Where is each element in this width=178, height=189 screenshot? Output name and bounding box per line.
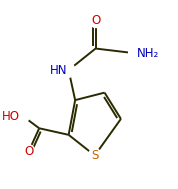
Text: HN: HN [49, 64, 67, 77]
Circle shape [89, 13, 102, 28]
Text: O: O [91, 14, 100, 27]
Circle shape [22, 145, 35, 159]
Circle shape [89, 148, 101, 163]
Circle shape [129, 46, 141, 60]
Text: O: O [24, 145, 33, 158]
Text: NH₂: NH₂ [137, 47, 159, 60]
Circle shape [62, 63, 75, 77]
Circle shape [17, 109, 29, 123]
Text: S: S [91, 149, 98, 162]
Text: HO: HO [2, 110, 20, 123]
